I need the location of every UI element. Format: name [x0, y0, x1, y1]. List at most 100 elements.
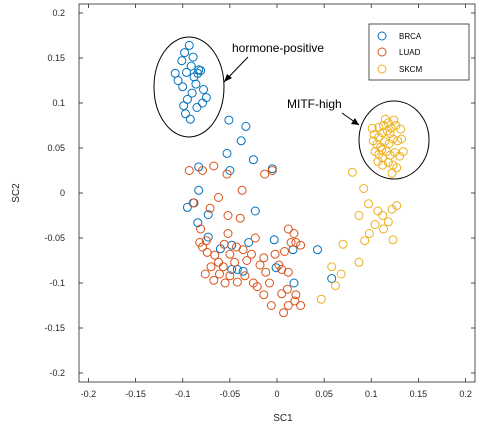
data-point-skcm	[359, 184, 369, 193]
data-point-brca	[194, 65, 204, 75]
data-point-brca	[193, 218, 203, 228]
data-point-luad	[266, 301, 276, 310]
data-point-brca	[193, 68, 203, 78]
data-point-skcm	[316, 294, 326, 304]
legend-marker-skcm	[377, 64, 387, 74]
data-point-luad	[215, 269, 224, 279]
legend-label-brca: BRCA	[399, 32, 422, 41]
data-point-luad	[296, 240, 306, 250]
y-tick-label: 0	[60, 188, 65, 198]
data-point-luad	[235, 213, 245, 223]
x-tick-label: -0.2	[81, 389, 97, 399]
data-point-luad	[219, 239, 229, 249]
data-point-skcm	[354, 257, 364, 267]
data-point-skcm	[378, 160, 388, 170]
data-point-brca	[222, 148, 232, 158]
data-point-skcm	[360, 236, 370, 246]
data-point-skcm	[396, 124, 405, 134]
series-luad	[184, 161, 306, 318]
data-point-skcm	[385, 129, 395, 139]
series-skcm	[316, 114, 408, 304]
data-point-skcm	[367, 123, 377, 133]
data-point-skcm	[327, 262, 337, 272]
x-tick-label: -0.1	[175, 389, 191, 399]
data-point-luad	[261, 267, 271, 277]
data-point-skcm	[369, 130, 379, 139]
data-point-brca	[236, 136, 246, 146]
data-point-brca	[241, 121, 251, 131]
data-point-brca	[192, 103, 202, 112]
x-tick-label: 0.05	[315, 389, 333, 399]
data-point-brca	[327, 274, 337, 283]
data-point-luad	[282, 284, 292, 294]
data-point-skcm	[392, 163, 402, 173]
data-point-luad	[283, 301, 293, 310]
data-point-luad	[188, 198, 198, 208]
data-point-brca	[289, 278, 299, 288]
data-point-brca	[269, 235, 279, 245]
data-point-brca	[187, 88, 197, 98]
y-tick-label: 0.2	[52, 8, 65, 18]
data-point-luad	[184, 166, 194, 175]
mitf-high-arrowhead	[351, 118, 359, 125]
data-point-luad	[195, 238, 205, 247]
series-layer	[170, 40, 408, 318]
data-point-luad	[279, 308, 289, 318]
data-point-skcm	[354, 211, 364, 220]
data-point-skcm	[380, 137, 389, 147]
legend-label-luad: LUAD	[399, 48, 421, 57]
data-point-brca	[313, 245, 322, 255]
y-tick-label: 0.05	[47, 143, 65, 153]
data-point-luad	[225, 271, 235, 281]
hormone-positive-label: hormone-positive	[232, 41, 324, 55]
data-point-luad	[274, 260, 284, 270]
data-point-luad	[209, 161, 219, 171]
data-point-skcm	[347, 167, 357, 177]
data-point-luad	[223, 211, 233, 220]
mitf-high-label: MITF-high	[287, 97, 342, 111]
data-point-brca	[224, 115, 234, 125]
x-tick-label: 0.2	[459, 389, 472, 399]
data-point-skcm	[364, 229, 374, 238]
data-point-brca	[178, 82, 188, 92]
data-point-luad	[283, 267, 293, 277]
y-tick-label: -0.2	[49, 368, 65, 378]
data-point-luad	[206, 262, 216, 272]
data-point-luad	[265, 278, 274, 288]
data-point-skcm	[373, 206, 383, 216]
data-point-skcm	[398, 147, 408, 157]
hormone-positive-arrowhead	[224, 74, 232, 82]
data-point-skcm	[386, 123, 396, 133]
data-point-luad	[277, 289, 287, 299]
data-point-brca	[188, 52, 198, 62]
annotation-hormone-positive: hormone-positive	[153, 36, 324, 138]
data-point-skcm	[397, 134, 406, 144]
data-point-skcm	[378, 211, 388, 220]
data-point-skcm	[389, 115, 399, 125]
data-point-luad	[242, 256, 252, 265]
data-point-luad	[205, 203, 215, 213]
data-point-skcm	[392, 201, 402, 211]
annotation-mitf-high: MITF-high	[287, 97, 430, 180]
data-point-luad	[259, 290, 269, 300]
legend-label-skcm: SKCM	[399, 65, 422, 74]
x-tick-label: -0.05	[220, 389, 241, 399]
y-tick-label: -0.05	[44, 233, 65, 243]
data-point-skcm	[380, 114, 390, 124]
data-point-brca	[203, 210, 213, 220]
data-point-skcm	[370, 220, 380, 229]
data-point-luad	[291, 290, 301, 300]
data-point-brca	[271, 263, 281, 273]
mitf-high-ellipse	[358, 100, 430, 180]
data-point-luad	[280, 247, 289, 256]
data-point-luad	[218, 262, 228, 272]
legend-marker-brca	[377, 31, 387, 41]
data-point-luad	[196, 224, 206, 234]
data-point-skcm	[377, 145, 387, 155]
data-point-brca	[181, 109, 190, 119]
data-point-luad	[209, 275, 219, 285]
data-point-brca	[248, 155, 258, 165]
data-point-luad	[237, 185, 247, 195]
data-point-brca	[182, 67, 191, 77]
y-tick-label: -0.15	[44, 323, 65, 333]
